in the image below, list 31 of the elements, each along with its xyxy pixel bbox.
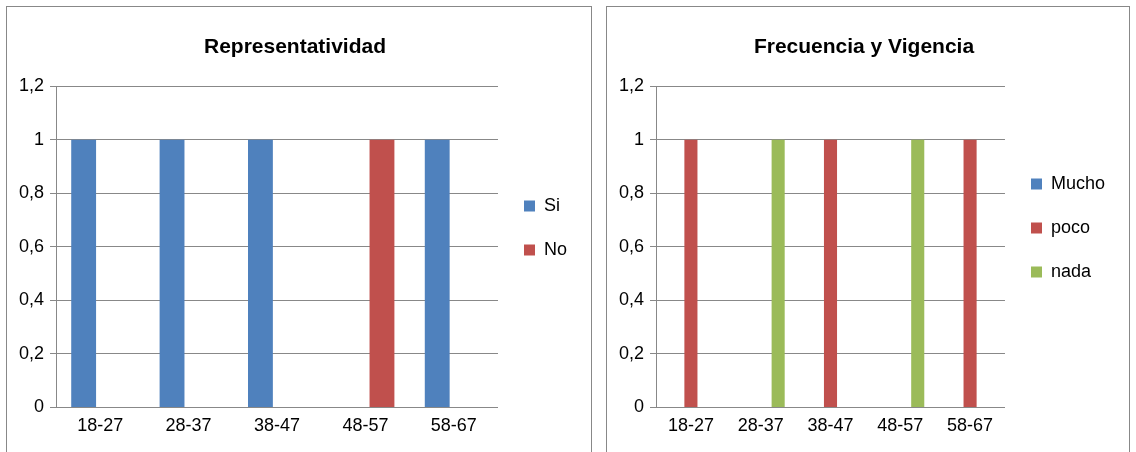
y-tick-label: 0,8 — [18, 182, 45, 203]
x-tick-label: 38-47 — [253, 415, 301, 436]
y-tick-label: 0,2 — [618, 342, 645, 363]
x-tick-label: 58-67 — [430, 415, 477, 436]
y-tick-label: 0,6 — [18, 235, 45, 256]
y-tick-label: 0 — [634, 396, 645, 417]
y-tick-label: 1 — [34, 128, 45, 149]
x-tick-label: 38-47 — [807, 415, 854, 436]
chart-title: Representatividad — [203, 34, 387, 58]
y-tick-label: 0,4 — [18, 289, 45, 310]
x-tick-label: 18-27 — [77, 415, 124, 436]
legend-label: Mucho — [1050, 172, 1105, 193]
y-tick-label: 0 — [34, 396, 45, 417]
y-tick-label: 0,2 — [18, 342, 45, 363]
x-tick-label: 48-57 — [342, 415, 389, 436]
legend-label: No — [543, 238, 568, 259]
x-tick-label: 28-37 — [165, 415, 212, 436]
legend-label: nada — [1050, 260, 1093, 281]
x-tick-label: 28-37 — [737, 415, 784, 436]
x-tick-label: 18-27 — [667, 415, 714, 436]
x-tick-label: 58-67 — [947, 415, 994, 436]
chart-title: Frecuencia y Vigencia — [753, 34, 975, 58]
y-tick-label: 0,8 — [618, 182, 645, 203]
legend-label: Si — [543, 194, 561, 215]
legend-label: poco — [1050, 216, 1091, 237]
y-tick-label: 1,2 — [618, 75, 645, 96]
x-tick-label: 48-57 — [877, 415, 924, 436]
y-tick-label: 0,4 — [618, 289, 645, 310]
y-tick-label: 1,2 — [18, 75, 45, 96]
y-tick-label: 0,6 — [618, 235, 645, 256]
y-tick-label: 1 — [634, 128, 645, 149]
